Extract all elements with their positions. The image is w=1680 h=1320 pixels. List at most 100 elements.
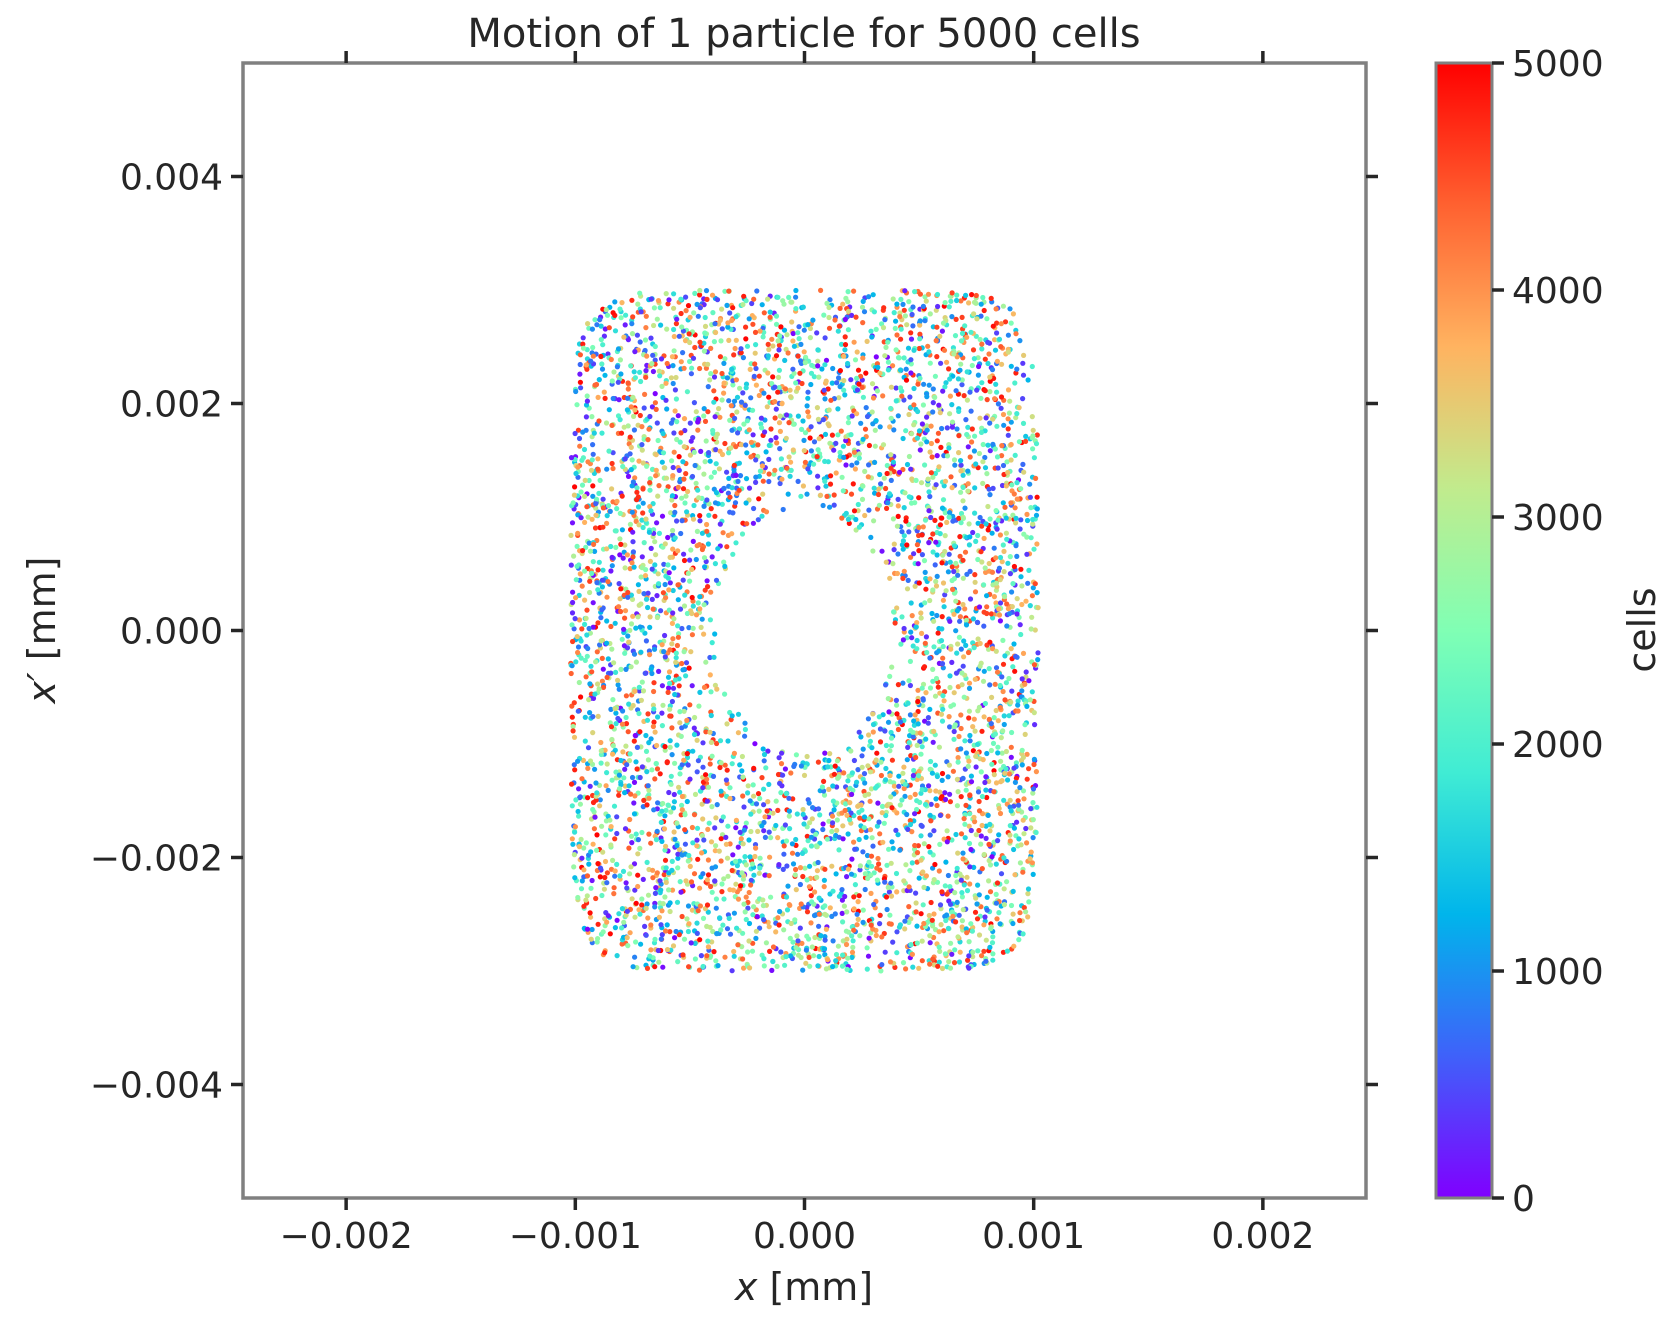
scatter-point xyxy=(662,894,668,900)
scatter-point xyxy=(979,380,985,386)
scatter-point xyxy=(571,864,577,870)
scatter-point xyxy=(594,847,600,853)
scatter-point xyxy=(668,781,674,787)
scatter-point xyxy=(904,811,910,818)
scatter-point xyxy=(904,586,911,592)
scatter-point xyxy=(957,618,963,624)
scatter-point xyxy=(1030,790,1036,796)
scatter-point xyxy=(633,759,639,765)
scatter-point xyxy=(660,901,666,907)
scatter-point xyxy=(610,395,616,402)
scatter-point xyxy=(826,407,832,413)
scatter-point xyxy=(644,769,650,775)
scatter-point xyxy=(676,846,683,853)
scatter-point xyxy=(602,874,608,881)
scatter-point xyxy=(833,958,839,964)
scatter-point xyxy=(946,714,952,720)
scatter-point xyxy=(773,321,780,327)
scatter-point xyxy=(809,816,815,822)
scatter-point xyxy=(690,538,696,545)
scatter-point xyxy=(915,843,922,849)
scatter-point xyxy=(869,381,876,387)
scatter-point xyxy=(717,354,724,360)
scatter-point xyxy=(665,674,672,680)
scatter-point xyxy=(934,612,940,619)
scatter-point xyxy=(700,915,707,922)
scatter-point xyxy=(1008,646,1014,652)
scatter-point xyxy=(862,426,869,432)
scatter-point xyxy=(893,347,899,353)
scatter-point xyxy=(595,456,601,462)
scatter-point xyxy=(916,768,922,775)
scatter-point xyxy=(710,773,717,780)
scatter-point xyxy=(669,887,676,893)
scatter-point xyxy=(961,393,967,399)
scatter-point xyxy=(650,875,656,881)
scatter-point xyxy=(582,568,588,574)
scatter-point xyxy=(639,896,645,902)
scatter-point xyxy=(830,783,836,789)
scatter-point xyxy=(785,350,791,356)
scatter-point xyxy=(897,802,903,808)
scatter-point xyxy=(958,520,964,526)
scatter-point xyxy=(901,568,907,574)
scatter-point xyxy=(918,751,924,757)
scatter-point xyxy=(947,884,953,890)
scatter-point xyxy=(633,625,639,631)
scatter-point xyxy=(634,766,640,772)
scatter-point xyxy=(722,691,728,697)
scatter-point xyxy=(1008,419,1014,425)
scatter-point xyxy=(1014,789,1020,795)
scatter-point xyxy=(880,442,887,448)
scatter-point xyxy=(704,521,710,528)
scatter-point xyxy=(925,482,931,488)
scatter-point xyxy=(676,333,682,339)
scatter-point xyxy=(862,792,868,799)
scatter-point xyxy=(942,384,948,390)
scatter-point xyxy=(749,861,756,867)
scatter-point xyxy=(808,920,814,926)
scatter-point xyxy=(886,709,892,715)
scatter-point xyxy=(1008,744,1014,750)
scatter-point xyxy=(860,746,866,752)
scatter-point xyxy=(744,521,750,527)
scatter-point xyxy=(994,389,1000,395)
scatter-point xyxy=(930,587,936,593)
scatter-point xyxy=(1001,721,1007,728)
scatter-point xyxy=(869,863,875,869)
scatter-point xyxy=(857,815,863,821)
scatter-point xyxy=(571,553,577,559)
scatter-point xyxy=(793,287,799,294)
scatter-point xyxy=(575,808,581,815)
scatter-point xyxy=(765,799,771,805)
scatter-point xyxy=(886,846,892,852)
scatter-point xyxy=(603,832,609,838)
scatter-point xyxy=(647,487,653,493)
scatter-point xyxy=(997,532,1004,538)
scatter-point xyxy=(971,356,978,362)
scatter-point xyxy=(569,622,575,628)
scatter-point xyxy=(701,684,708,691)
scatter-point xyxy=(757,865,763,871)
scatter-point xyxy=(623,743,629,749)
scatter-point xyxy=(953,388,959,394)
scatter-point xyxy=(975,556,981,563)
scatter-point xyxy=(676,454,682,460)
scatter-point xyxy=(883,344,889,350)
scatter-point xyxy=(708,712,714,719)
scatter-point xyxy=(681,416,688,422)
scatter-point xyxy=(969,426,975,432)
scatter-point xyxy=(729,531,735,537)
scatter-point xyxy=(679,802,685,808)
scatter-point xyxy=(901,878,907,884)
scatter-point xyxy=(681,476,687,482)
scatter-point xyxy=(924,439,930,445)
scatter-point xyxy=(711,374,718,380)
scatter-point xyxy=(616,581,622,587)
scatter-point xyxy=(654,766,661,772)
scatter-point xyxy=(842,342,849,348)
scatter-point xyxy=(917,318,923,324)
scatter-point xyxy=(845,955,851,961)
scatter-point xyxy=(658,322,664,328)
scatter-point xyxy=(1020,788,1027,794)
